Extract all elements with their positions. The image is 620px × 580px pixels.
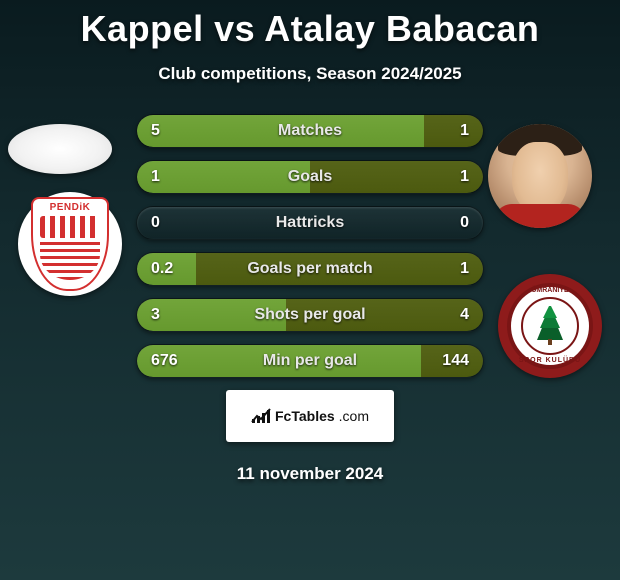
stat-value-right: 1 (419, 260, 469, 278)
player-right-avatar (488, 124, 592, 228)
stat-value-right: 1 (419, 122, 469, 140)
player-left-avatar (8, 124, 112, 174)
stat-value-left: 1 (151, 168, 201, 186)
stat-value-left: 0 (151, 214, 201, 232)
stat-bar: 676Min per goal144 (136, 344, 484, 378)
stat-value-left: 5 (151, 122, 201, 140)
pendik-badge-icon: PENDiK (31, 197, 109, 291)
stat-label: Goals per match (201, 260, 419, 278)
club-left-badge: PENDiK (18, 192, 122, 296)
stat-label: Min per goal (201, 352, 419, 370)
stat-bar: 0.2Goals per match1 (136, 252, 484, 286)
umraniye-badge-icon: ÜMRANİYE SPOR KULÜBÜ (507, 283, 593, 369)
stat-value-right: 144 (419, 352, 469, 370)
pendik-badge-text: PENDiK (50, 202, 91, 213)
brand-suffix: .com (339, 408, 369, 424)
stat-label: Matches (201, 122, 419, 140)
player-jersey-icon (494, 204, 586, 228)
stats-bars: 5Matches11Goals10Hattricks00.2Goals per … (136, 114, 484, 378)
stat-bar: 1Goals1 (136, 160, 484, 194)
brand-chart-icon (251, 408, 271, 424)
comparison-panel: PENDiK ÜMRANİYE SPOR KULÜBÜ 5Matches11Go… (0, 114, 620, 378)
stat-value-left: 0.2 (151, 260, 201, 278)
date-text: 11 november 2024 (0, 464, 620, 484)
tree-icon (533, 306, 567, 346)
stat-bar: 5Matches1 (136, 114, 484, 148)
stat-label: Shots per goal (201, 306, 419, 324)
stat-label: Goals (201, 168, 419, 186)
stat-value-right: 0 (419, 214, 469, 232)
brand-badge: FcTables.com (226, 390, 394, 442)
stat-value-right: 4 (419, 306, 469, 324)
subtitle: Club competitions, Season 2024/2025 (0, 64, 620, 84)
umraniye-text-top: ÜMRANİYE (511, 287, 589, 294)
stat-bar: 0Hattricks0 (136, 206, 484, 240)
brand-inner: FcTables.com (251, 408, 369, 424)
stat-value-left: 676 (151, 352, 201, 370)
brand-text: FcTables (275, 408, 335, 424)
stat-label: Hattricks (201, 214, 419, 232)
umraniye-text-bottom: SPOR KULÜBÜ (511, 357, 589, 364)
stat-value-left: 3 (151, 306, 201, 324)
page-title: Kappel vs Atalay Babacan (0, 0, 620, 50)
stat-value-right: 1 (419, 168, 469, 186)
club-right-badge: ÜMRANİYE SPOR KULÜBÜ (498, 274, 602, 378)
pendik-lower-icon (40, 240, 100, 280)
stat-bar: 3Shots per goal4 (136, 298, 484, 332)
pendik-stripes-icon (40, 216, 100, 238)
